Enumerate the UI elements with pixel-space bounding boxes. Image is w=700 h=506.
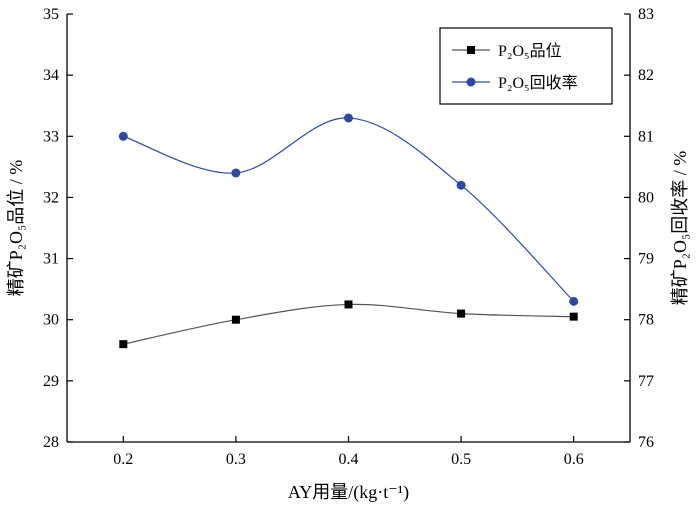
legend-marker-grade bbox=[467, 46, 475, 54]
right-tick-label: 80 bbox=[638, 189, 654, 206]
series-layer bbox=[118, 113, 579, 349]
right-tick-label: 78 bbox=[638, 312, 654, 329]
left-axis-ticks: 28 29 30 31 32 33 34 35 bbox=[43, 6, 73, 451]
right-tick-label: 83 bbox=[638, 6, 654, 23]
data-point-recovery bbox=[569, 296, 579, 306]
left-tick-label: 35 bbox=[43, 6, 59, 23]
data-point-recovery bbox=[456, 180, 466, 190]
data-point-recovery bbox=[118, 131, 128, 141]
legend: P₂O₅品位 P₂O₅回收率 bbox=[439, 27, 613, 105]
right-axis-title: 精矿P₂O₅回收率 / % bbox=[670, 151, 690, 306]
series-line-grade bbox=[123, 303, 574, 345]
data-point-grade bbox=[457, 309, 466, 318]
data-point-grade bbox=[344, 300, 353, 309]
data-point-grade bbox=[119, 340, 128, 349]
axis-titles: AY用量/(kg·t⁻¹) 精矿P₂O₅品位 / % 精矿P₂O₅回收率 / % bbox=[6, 151, 690, 503]
x-axis-ticks: 0.2 0.3 0.4 0.5 0.6 bbox=[113, 436, 584, 468]
x-tick-label: 0.5 bbox=[451, 451, 471, 468]
legend-marker-recovery bbox=[466, 77, 476, 87]
left-tick-label: 32 bbox=[43, 189, 59, 206]
data-point-recovery bbox=[231, 168, 241, 178]
left-tick-label: 28 bbox=[43, 434, 59, 451]
data-point-recovery bbox=[344, 113, 353, 123]
left-tick-label: 33 bbox=[43, 128, 59, 145]
x-tick-label: 0.3 bbox=[226, 451, 246, 468]
left-axis-title: 精矿P₂O₅品位 / % bbox=[6, 160, 26, 297]
data-point-grade bbox=[231, 315, 240, 324]
right-tick-label: 77 bbox=[638, 373, 654, 390]
x-tick-label: 0.6 bbox=[564, 451, 584, 468]
x-tick-label: 0.4 bbox=[339, 451, 359, 468]
left-tick-label: 31 bbox=[43, 251, 59, 268]
left-tick-label: 30 bbox=[43, 312, 59, 329]
series-line-recovery bbox=[123, 117, 575, 302]
legend-box bbox=[439, 27, 613, 105]
right-axis-ticks: 76 77 78 79 80 81 82 83 bbox=[624, 6, 654, 451]
right-tick-label: 82 bbox=[638, 67, 654, 84]
x-tick-label: 0.2 bbox=[113, 451, 133, 468]
x-axis-title: AY用量/(kg·t⁻¹) bbox=[288, 482, 409, 503]
data-point-grade bbox=[569, 312, 578, 321]
legend-label-recovery: P₂O₅回收率 bbox=[498, 74, 578, 92]
right-tick-label: 79 bbox=[638, 251, 654, 268]
legend-label-grade: P₂O₅品位 bbox=[498, 42, 562, 60]
left-tick-label: 34 bbox=[43, 67, 59, 84]
right-tick-label: 76 bbox=[638, 434, 654, 451]
left-tick-label: 29 bbox=[43, 373, 59, 390]
right-tick-label: 81 bbox=[638, 128, 654, 145]
